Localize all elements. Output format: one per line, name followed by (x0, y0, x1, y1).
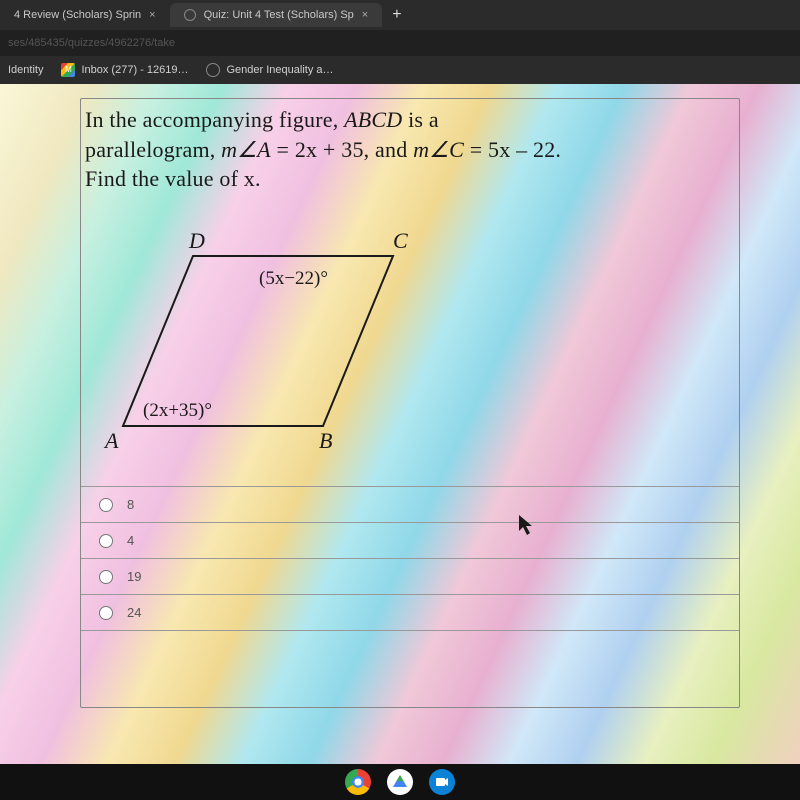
radio-icon[interactable] (99, 498, 113, 512)
question-prompt: In the accompanying figure, ABCD is a pa… (81, 99, 739, 200)
answer-option[interactable]: 19 (81, 558, 739, 594)
option-label: 4 (127, 533, 134, 548)
taskbar (0, 764, 800, 800)
url-text: ses/485435/quizzes/4962276/take (8, 37, 175, 49)
page-content: In the accompanying figure, ABCD is a pa… (0, 84, 800, 764)
mail-icon: M (61, 63, 75, 77)
question-card: In the accompanying figure, ABCD is a pa… (80, 98, 740, 708)
option-label: 8 (127, 497, 134, 512)
answer-option[interactable]: 8 (81, 486, 739, 522)
cursor-icon (518, 514, 536, 536)
browser-tab-strip: 4 Review (Scholars) Sprin × Quiz: Unit 4… (0, 0, 800, 30)
vertex-label-a: A (103, 428, 119, 453)
drive-icon[interactable] (387, 769, 413, 795)
figure: D C A B (5x−22)° (2x+35)° (81, 200, 739, 456)
tab-favicon-icon (184, 9, 196, 21)
option-label: 24 (127, 605, 141, 620)
tab-title: Quiz: Unit 4 Test (Scholars) Sp (204, 9, 354, 21)
tab-title: 4 Review (Scholars) Sprin (14, 9, 141, 21)
close-icon[interactable]: × (149, 9, 155, 21)
vertex-label-d: D (188, 228, 205, 253)
radio-icon[interactable] (99, 534, 113, 548)
angle-expr-c: (5x−22)° (259, 268, 328, 289)
url-bar[interactable]: ses/485435/quizzes/4962276/take (0, 30, 800, 56)
vertex-label-b: B (319, 428, 332, 453)
link-icon (206, 63, 220, 77)
bookmark-inbox[interactable]: M Inbox (277) - 12619… (61, 63, 188, 77)
new-tab-button[interactable]: + (382, 6, 411, 24)
bookmark-label: Gender Inequality a… (226, 64, 333, 76)
radio-icon[interactable] (99, 570, 113, 584)
browser-tab[interactable]: 4 Review (Scholars) Sprin × (0, 3, 170, 27)
angle-expr-a: (2x+35)° (143, 400, 212, 421)
bookmarks-bar: Identity M Inbox (277) - 12619… Gender I… (0, 56, 800, 84)
bookmark-label: Inbox (277) - 12619… (81, 64, 188, 76)
bookmark-gender[interactable]: Gender Inequality a… (206, 63, 333, 77)
parallelogram-svg: D C A B (5x−22)° (2x+35)° (103, 226, 423, 456)
bookmark-identity[interactable]: Identity (8, 64, 43, 76)
chrome-icon[interactable] (345, 769, 371, 795)
close-icon[interactable]: × (362, 9, 368, 21)
browser-tab-active[interactable]: Quiz: Unit 4 Test (Scholars) Sp × (170, 3, 383, 27)
answer-option[interactable]: 24 (81, 594, 739, 631)
camera-icon[interactable] (429, 769, 455, 795)
vertex-label-c: C (393, 228, 408, 253)
option-label: 19 (127, 569, 141, 584)
answer-options: 8 4 19 24 (81, 486, 739, 631)
answer-option[interactable]: 4 (81, 522, 739, 558)
bookmark-label: Identity (8, 64, 43, 76)
radio-icon[interactable] (99, 606, 113, 620)
